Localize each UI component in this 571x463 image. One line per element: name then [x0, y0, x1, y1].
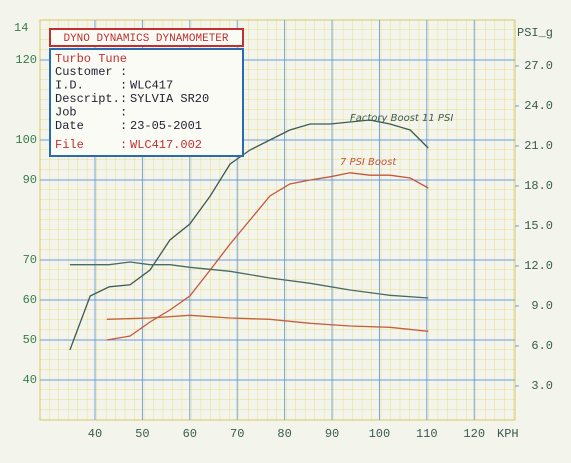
- info-colon: :: [120, 138, 127, 152]
- x-tick-label: 120: [463, 427, 485, 441]
- y-tick-label: 90: [23, 173, 37, 187]
- y2-tick-label: 27.0: [524, 59, 553, 73]
- y2-axis-label: PSI_g: [517, 26, 553, 40]
- info-value: SYLVIA SR20: [130, 92, 209, 106]
- y2-tick-label: 12.0: [524, 259, 553, 273]
- info-label: I.D.: [55, 79, 84, 93]
- y2-tick-label: 3.0: [531, 379, 553, 393]
- annotation: Factory Boost 11 PSI: [350, 113, 453, 124]
- x-tick-label: 80: [277, 427, 291, 441]
- x-tick-label: 70: [230, 427, 244, 441]
- chart-title: DYNO DYNAMICS DYNAMOMETER: [63, 33, 228, 45]
- axis-fragment: 14: [14, 21, 28, 35]
- info-value: WLC417: [130, 79, 173, 93]
- info-colon: :: [120, 79, 127, 93]
- x-tick-label: 50: [135, 427, 149, 441]
- x-tick-label: 90: [325, 427, 339, 441]
- info-box: [49, 48, 244, 157]
- info-label: Date: [55, 119, 84, 133]
- y-tick-label: 50: [23, 333, 37, 347]
- y-tick-label: 120: [15, 53, 37, 67]
- y-tick-label: 60: [23, 293, 37, 307]
- y-tick-label: 70: [23, 253, 37, 267]
- company: Turbo Tune: [55, 52, 127, 66]
- annotation: 7 PSI Boost: [340, 157, 397, 168]
- title-box: [49, 28, 244, 47]
- y2-tick-label: 21.0: [524, 139, 553, 153]
- lines: [69, 119, 429, 351]
- info-colon: :: [120, 119, 127, 133]
- data-line: [106, 172, 429, 341]
- y2-tick-label: 6.0: [531, 339, 553, 353]
- info-label: Job: [55, 106, 77, 120]
- data-line: [106, 314, 429, 332]
- info-label: File: [55, 138, 84, 152]
- x-tick-label: 40: [88, 427, 102, 441]
- info-label: Descript.: [55, 92, 120, 106]
- y2-tick-label: 15.0: [524, 219, 553, 233]
- x-tick-label: 60: [183, 427, 197, 441]
- info-colon: :: [120, 92, 127, 106]
- x-axis-label: KPH: [497, 427, 519, 441]
- data-line: [69, 119, 429, 351]
- info-panel: DYNO DYNAMICS DYNAMOMETER Turbo Tune Cus…: [49, 28, 244, 157]
- grid: [40, 20, 515, 420]
- y2-tick-label: 18.0: [524, 179, 553, 193]
- info-value: WLC417.002: [130, 138, 202, 152]
- info-colon: :: [120, 65, 127, 79]
- info-colon: :: [120, 106, 127, 120]
- y2-tick-label: 9.0: [531, 299, 553, 313]
- info-value: 23-05-2001: [130, 119, 202, 133]
- y-tick-label: 40: [23, 373, 37, 387]
- data-line: [69, 261, 429, 299]
- x-tick-label: 100: [369, 427, 391, 441]
- y-tick-label: 100: [15, 133, 37, 147]
- x-tick-label: 110: [416, 427, 438, 441]
- y2-tick-label: 24.0: [524, 99, 553, 113]
- info-label: Customer: [55, 65, 113, 79]
